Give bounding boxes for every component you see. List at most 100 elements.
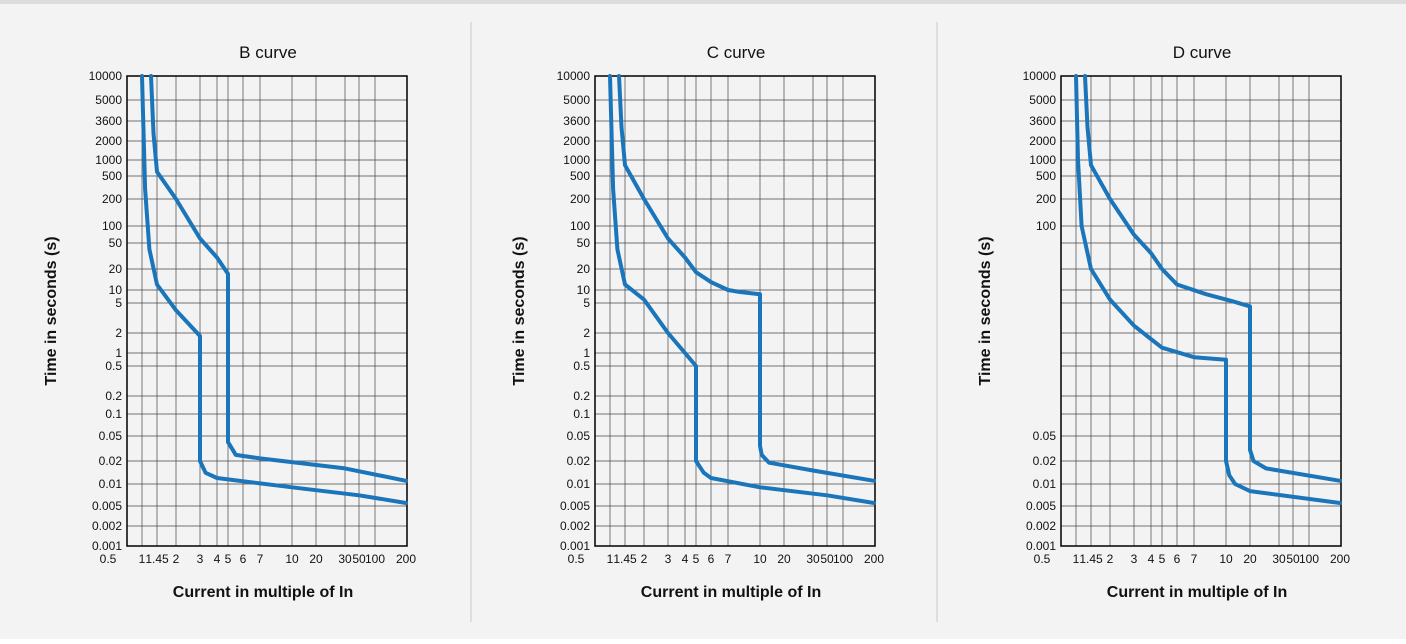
x-tick-label-1: 1: [607, 552, 614, 566]
panel-divider-2: [936, 22, 938, 622]
y-tick-label-0p5: 0.5: [573, 359, 590, 373]
plot-frame: [1060, 75, 1342, 547]
y-tick-label-0p005: 0.005: [560, 499, 590, 513]
x-tick-label-200: 200: [864, 552, 884, 566]
x-tick-label-5: 5: [693, 552, 700, 566]
y-tick-label-1000: 1000: [95, 153, 122, 167]
y-tick-label-200: 200: [570, 192, 590, 206]
y-tick-label-20: 20: [577, 262, 591, 276]
y-axis-label: Time in seconds (s): [511, 236, 528, 385]
x-tick-label-1: 1: [139, 552, 146, 566]
bottom-rule: [0, 639, 1406, 644]
y-tick-label-0p01: 0.01: [99, 477, 123, 491]
x-tick-label-5: 5: [225, 552, 232, 566]
x-tick-label-10: 10: [1219, 552, 1233, 566]
y-tick-label-0p005: 0.005: [92, 499, 122, 513]
y-tick-label-500: 500: [1036, 169, 1056, 183]
x-tick-label-50: 50: [352, 552, 366, 566]
lower-limit-curve: [608, 74, 876, 505]
x-tick-label-7: 7: [257, 552, 264, 566]
plot-frame: [126, 75, 408, 547]
y-tick-label-100: 100: [102, 219, 122, 233]
x-tick-label-6: 6: [240, 552, 247, 566]
y-tick-label-10000: 10000: [557, 69, 591, 83]
y-tick-label-0p005: 0.005: [1026, 499, 1056, 513]
y-tick-label-2000: 2000: [563, 134, 590, 148]
x-tick-label-0p5: 0.5: [100, 552, 117, 566]
y-tick-label-5: 5: [115, 296, 122, 310]
y-tick-label-10: 10: [109, 283, 123, 297]
x-tick-label-1: 1: [1073, 552, 1080, 566]
y-tick-label-50: 50: [109, 236, 123, 250]
d-curve-panel: D curve 10000 5000 3600 2000 1000 500 200 100 0.0…: [934, 0, 1374, 644]
y-tick-label-1000: 1000: [1029, 153, 1056, 167]
x-tick-label-10: 10: [285, 552, 299, 566]
y-tick-label-100: 100: [1036, 219, 1056, 233]
y-tick-label-0p001: 0.001: [92, 539, 122, 553]
x-tick-label-4: 4: [682, 552, 689, 566]
y-tick-label-0p02: 0.02: [99, 454, 123, 468]
y-tick-label-5000: 5000: [563, 93, 590, 107]
y-tick-label-3600: 3600: [95, 114, 122, 128]
x-tick-label-3: 3: [197, 552, 204, 566]
x-tick-label-6: 6: [1174, 552, 1181, 566]
chart-title: D curve: [1173, 43, 1232, 62]
y-tick-label-200: 200: [102, 192, 122, 206]
x-tick-label-20: 20: [1243, 552, 1257, 566]
y-tick-label-10: 10: [577, 283, 591, 297]
y-tick-label-1: 1: [115, 346, 122, 360]
x-tick-label-0p5: 0.5: [568, 552, 585, 566]
grid: [127, 76, 407, 546]
x-tick-label-3: 3: [665, 552, 672, 566]
y-tick-label-0p05: 0.05: [99, 429, 123, 443]
y-tick-label-10000: 10000: [89, 69, 123, 83]
y-tick-label-0p2: 0.2: [573, 389, 590, 403]
x-axis-label: Current in multiple of In: [1107, 584, 1287, 601]
y-tick-label-0p002: 0.002: [560, 519, 590, 533]
x-tick-label-200: 200: [396, 552, 416, 566]
x-tick-label-2: 2: [1107, 552, 1114, 566]
x-tick-label-7: 7: [1191, 552, 1198, 566]
y-tick-label-5: 5: [583, 296, 590, 310]
chart-title: C curve: [707, 43, 766, 62]
y-tick-label-0p01: 0.01: [1033, 477, 1057, 491]
x-tick-label-0p5: 0.5: [1034, 552, 1051, 566]
plot-frame: [594, 75, 876, 547]
x-tick-label-20: 20: [777, 552, 791, 566]
y-tick-label-0p02: 0.02: [1033, 454, 1057, 468]
x-tick-label-2: 2: [173, 552, 180, 566]
x-tick-label-10: 10: [753, 552, 767, 566]
y-tick-label-5000: 5000: [95, 93, 122, 107]
x-tick-label-3: 3: [1131, 552, 1138, 566]
y-tick-label-0p1: 0.1: [105, 407, 122, 421]
y-tick-label-0p02: 0.02: [567, 454, 591, 468]
upper-limit-curve: [149, 74, 408, 483]
y-tick-label-500: 500: [102, 169, 122, 183]
x-tick-label-30: 30: [1272, 552, 1286, 566]
x-tick-label-30: 30: [806, 552, 820, 566]
y-tick-label-1: 1: [583, 346, 590, 360]
x-axis-label: Current in multiple of In: [173, 584, 353, 601]
upper-limit-curve: [617, 74, 876, 483]
grid: [595, 76, 875, 546]
y-tick-label-0p002: 0.002: [92, 519, 122, 533]
top-rule: [0, 0, 1406, 4]
b-curve-chart: B curve100005000360020001000500200100502…: [43, 43, 416, 601]
y-tick-label-0p002: 0.002: [1026, 519, 1056, 533]
x-tick-label-4: 4: [214, 552, 221, 566]
y-tick-label-50: 50: [577, 236, 591, 250]
x-tick-label-50: 50: [820, 552, 834, 566]
y-tick-label-2: 2: [583, 326, 590, 340]
x-tick-label-100: 100: [833, 552, 853, 566]
c-curve-chart: C curve100005000360020001000500200100502…: [511, 43, 884, 601]
c-curve-panel: C curve 10000 5000 3600 2000 1000 500 200 100 50 2…: [468, 0, 908, 644]
x-tick-label-1p45: 1.45: [1079, 552, 1103, 566]
y-axis-label: Time in seconds (s): [977, 236, 994, 385]
x-tick-label-7: 7: [725, 552, 732, 566]
x-tick-label-1p45: 1.45: [613, 552, 637, 566]
y-tick-label-500: 500: [570, 169, 590, 183]
y-tick-label-20: 20: [109, 262, 123, 276]
y-tick-label-100: 100: [570, 219, 590, 233]
x-tick-label-20: 20: [309, 552, 323, 566]
y-tick-label-3600: 3600: [563, 114, 590, 128]
